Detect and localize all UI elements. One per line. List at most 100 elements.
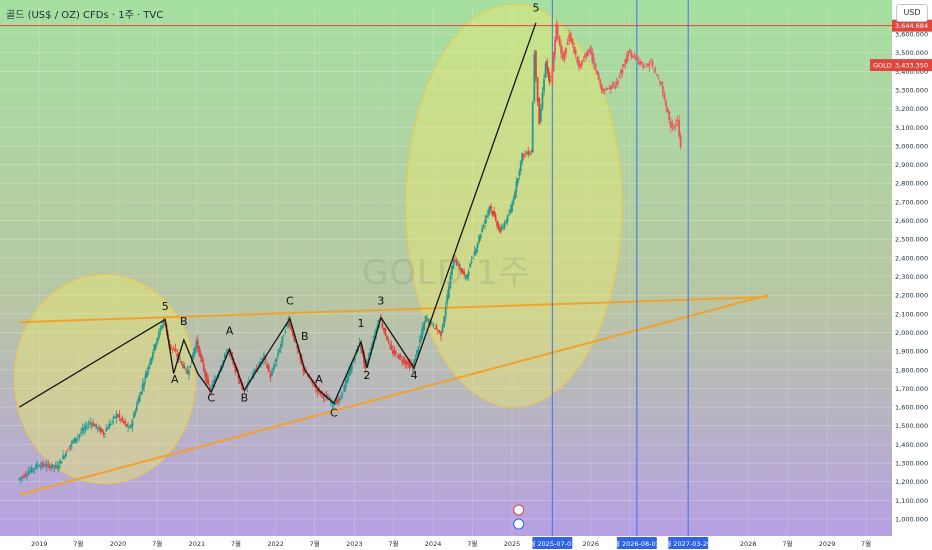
price-candle xyxy=(131,420,134,427)
currency-button[interactable]: USD xyxy=(896,4,928,22)
projection-candle xyxy=(596,70,598,75)
price-candle xyxy=(360,342,362,350)
price-candle xyxy=(538,97,541,125)
projection-candle xyxy=(558,35,561,45)
price-candle xyxy=(350,363,353,371)
price-candle xyxy=(396,356,399,358)
price-tick-label: 2,100.000 xyxy=(895,310,928,318)
event-flag-icon[interactable] xyxy=(513,518,525,530)
price-candle xyxy=(112,416,115,419)
price-candle xyxy=(47,463,50,465)
price-candle xyxy=(347,371,350,376)
price-candle xyxy=(426,318,428,320)
projection-candle xyxy=(650,62,652,63)
projection-candle xyxy=(586,50,589,57)
time-tick-label: 7월 xyxy=(152,539,162,548)
projection-candle xyxy=(574,50,577,55)
price-candle xyxy=(266,364,269,368)
price-candle xyxy=(23,475,25,478)
price-candle xyxy=(157,331,160,339)
price-candle xyxy=(27,472,30,475)
price-candle xyxy=(118,414,121,418)
projection-candle xyxy=(660,81,663,85)
price-candle xyxy=(56,465,59,469)
price-axis[interactable] xyxy=(892,0,932,550)
price-candle xyxy=(519,161,522,172)
price-candle xyxy=(337,398,340,401)
price-candle xyxy=(522,154,525,157)
projection-candle xyxy=(663,93,666,100)
price-candle xyxy=(65,452,67,457)
price-candle xyxy=(80,432,82,434)
projection-candle xyxy=(561,51,564,59)
price-tick-label: 3,100.000 xyxy=(895,124,928,132)
price-candle xyxy=(176,353,178,357)
projection-candle xyxy=(633,55,636,57)
price-candle xyxy=(186,370,189,374)
price-candle xyxy=(234,363,237,373)
price-tick-label: 1,300.000 xyxy=(895,460,928,468)
time-tick-label: 7월 xyxy=(231,539,241,548)
projection-candle xyxy=(646,64,649,66)
price-candle xyxy=(469,263,472,268)
price-candle xyxy=(89,422,92,424)
projection-candle xyxy=(678,120,681,136)
price-candle xyxy=(252,371,255,378)
price-candle xyxy=(291,330,294,336)
price-candle xyxy=(78,434,81,436)
price-candle xyxy=(325,395,328,397)
projection-candle xyxy=(668,111,671,120)
price-candle xyxy=(458,264,461,270)
price-tick-label: 1,800.000 xyxy=(895,366,928,374)
date-marker-label: 월 2026-08-03 xyxy=(614,539,660,548)
price-candle xyxy=(74,437,76,443)
price-candle xyxy=(521,153,524,162)
projection-candle xyxy=(642,64,645,68)
watermark: GOLD 1주 xyxy=(362,253,531,293)
time-tick-label: 7월 xyxy=(310,539,320,548)
projection-candle xyxy=(606,88,609,90)
resistance-tag xyxy=(892,19,932,32)
price-candle xyxy=(518,171,521,176)
price-candle xyxy=(75,438,78,441)
price-candle xyxy=(467,271,470,277)
price-candle xyxy=(494,214,497,220)
projection-candle xyxy=(643,66,646,68)
symbol-tag-label: GOLD xyxy=(873,62,892,70)
projection-candle xyxy=(600,84,603,92)
projection-candle xyxy=(631,56,634,58)
price-tick-label: 1,000.000 xyxy=(895,516,928,524)
price-candle xyxy=(159,327,162,332)
price-candle xyxy=(531,102,534,153)
wave-label: 4 xyxy=(411,369,418,382)
price-candle xyxy=(202,363,205,371)
highlight-ellipse xyxy=(13,274,197,485)
projection-candle xyxy=(602,89,605,91)
projection-candle xyxy=(645,63,648,65)
price-candle xyxy=(150,357,153,364)
time-axis[interactable] xyxy=(0,536,892,550)
price-candle xyxy=(174,348,177,352)
price-candle xyxy=(41,463,44,467)
price-candle xyxy=(53,465,56,467)
price-candle xyxy=(528,153,531,155)
price-candle xyxy=(189,365,192,368)
projection-candle xyxy=(576,57,579,63)
price-candle xyxy=(180,361,183,363)
wave-label: A xyxy=(171,373,179,386)
price-candle xyxy=(354,357,356,360)
price-candle xyxy=(335,400,338,404)
price-candle xyxy=(214,378,217,382)
price-candle xyxy=(329,401,332,404)
time-tick-label: 2026 xyxy=(582,540,599,548)
event-flash-icon[interactable] xyxy=(513,504,525,516)
price-candle xyxy=(39,465,42,468)
price-tick-label: 2,600.000 xyxy=(895,217,928,225)
price-candle xyxy=(541,92,544,109)
projection-candle xyxy=(620,69,622,74)
price-candle xyxy=(535,50,537,79)
price-candle xyxy=(24,474,27,476)
symbol-tag xyxy=(870,59,892,72)
projection-candle xyxy=(552,52,555,72)
